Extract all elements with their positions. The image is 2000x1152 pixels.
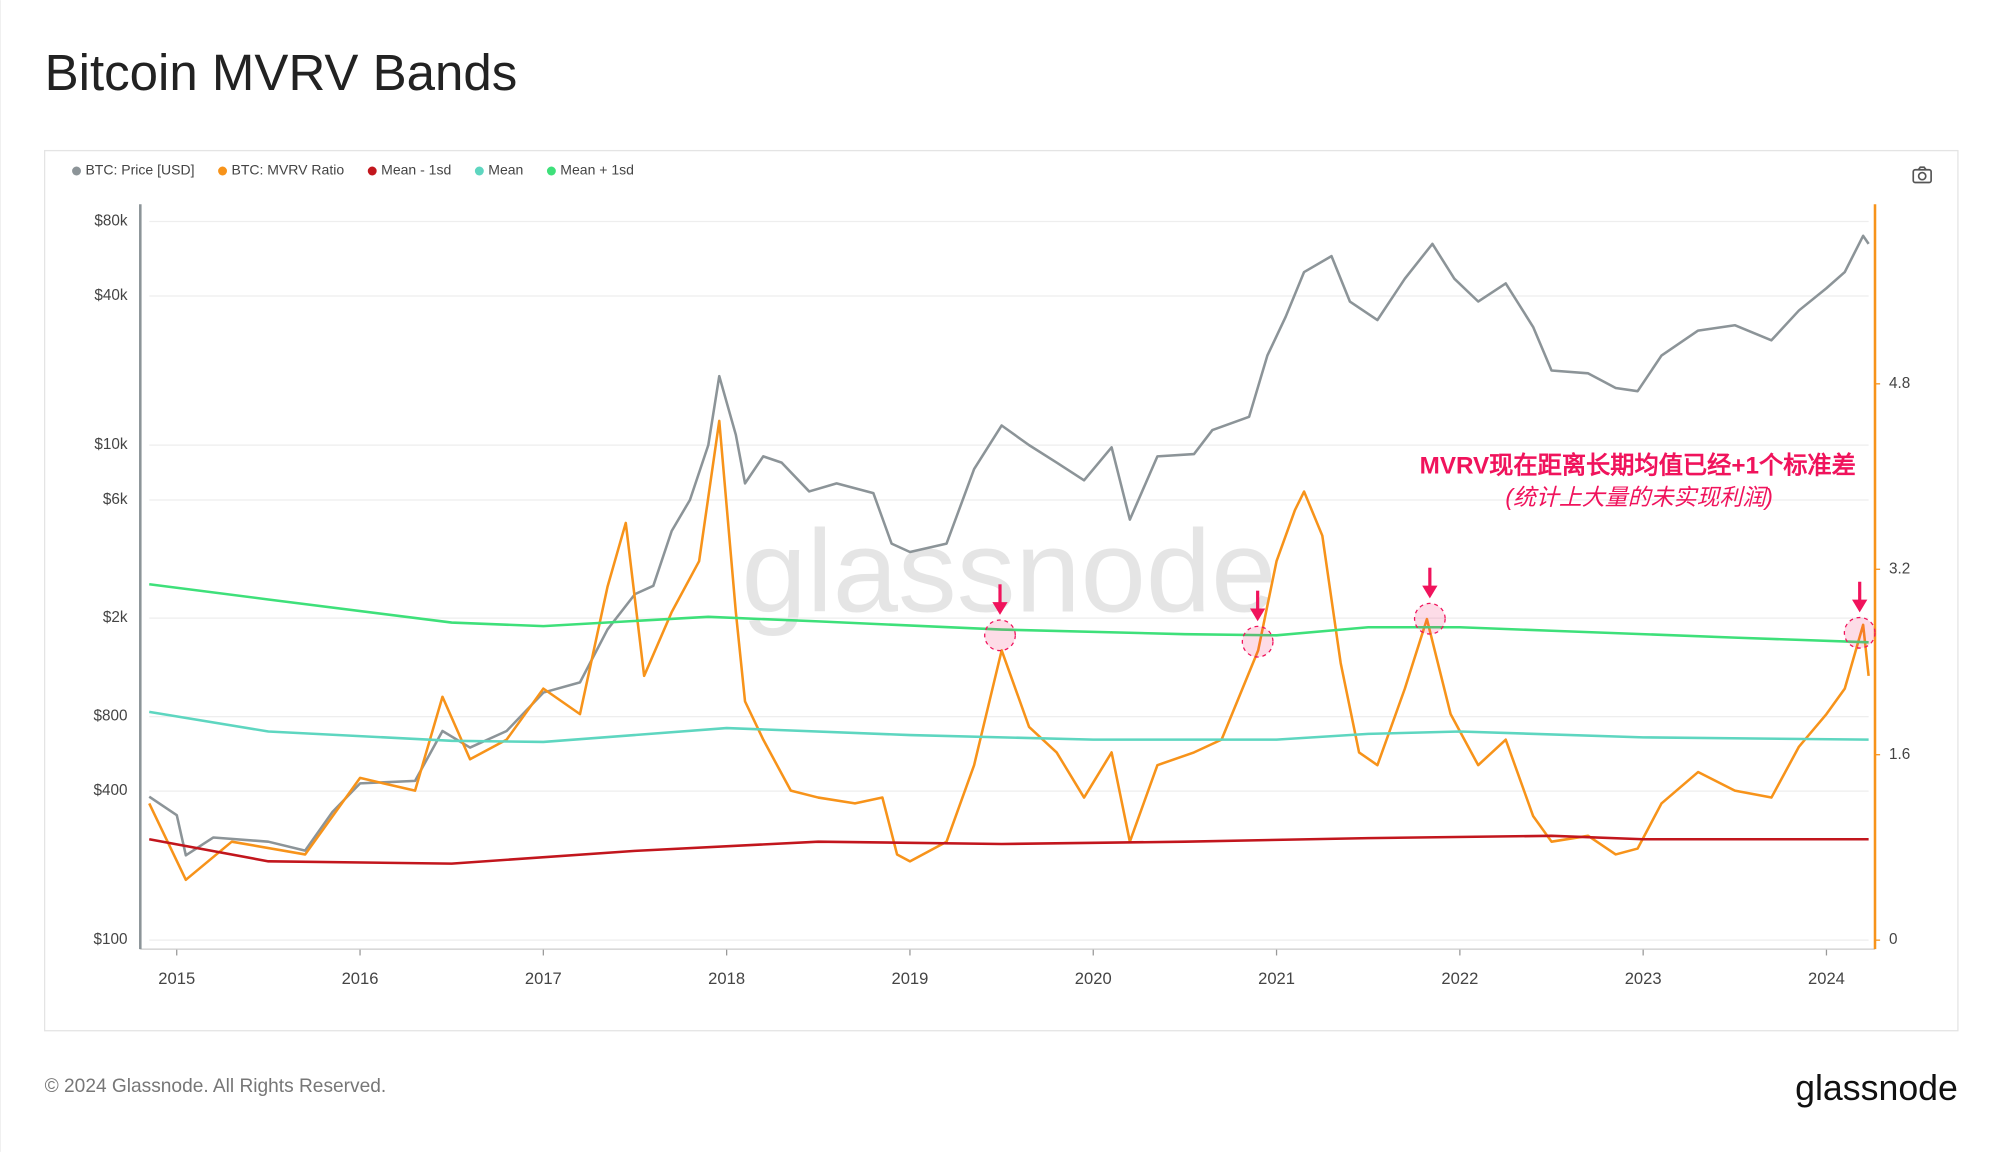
y2-tick-label: 1.6: [1889, 746, 1910, 763]
x-tick-label: 2023: [1625, 969, 1662, 988]
series-line: [149, 710, 1869, 744]
annotation-subtitle: (统计上大量的未实现利润): [1505, 484, 1773, 510]
series-line: [148, 234, 1870, 857]
y-tick-label: $100: [94, 931, 128, 948]
legend-swatch: [72, 166, 81, 176]
highlight-circle: [1241, 625, 1274, 658]
series-line: [149, 583, 1869, 644]
legend-label[interactable]: Mean - 1sd: [381, 162, 451, 178]
series-line: [148, 419, 1870, 882]
arrow-head: [992, 602, 1008, 615]
page-title: Bitcoin MVRV Bands: [45, 44, 518, 101]
highlight-circle: [1843, 616, 1876, 649]
arrow-head: [1422, 585, 1438, 599]
arrow-head: [1250, 608, 1266, 622]
y2-tick-label: 4.8: [1889, 375, 1910, 392]
x-tick-label: 2019: [891, 969, 928, 988]
x-tick-label: 2017: [525, 969, 562, 988]
series-line: [149, 834, 1869, 865]
x-tick-label: 2015: [158, 969, 195, 988]
highlight-markers: [984, 567, 1876, 658]
legend-label[interactable]: BTC: Price [USD]: [85, 162, 194, 178]
arrow-head: [1852, 599, 1868, 613]
x-tick-label: 2021: [1258, 969, 1295, 988]
x-tick-label: 2020: [1075, 969, 1112, 988]
y2-tick-label: 0: [1889, 931, 1898, 948]
highlight-circle: [984, 619, 1016, 652]
x-tick-label: 2022: [1441, 969, 1478, 988]
y2-tick-label: 3.2: [1889, 560, 1910, 577]
y-tick-label: $800: [94, 708, 128, 725]
legend-label[interactable]: Mean + 1sd: [560, 162, 634, 178]
x-tick-label: 2018: [708, 969, 745, 988]
legend-swatch: [474, 166, 484, 176]
logo: glassnode: [1795, 1068, 1958, 1108]
y-tick-label: $2k: [103, 609, 128, 626]
y-tick-label: $6k: [103, 491, 128, 508]
y-tick-label: $40k: [94, 287, 128, 304]
highlight-circle: [1413, 602, 1446, 635]
y-tick-label: $80k: [94, 213, 128, 230]
annotation-title: MVRV现在距离长期均值已经+1个标准差: [1420, 451, 1856, 479]
watermark: glassnode: [741, 505, 1276, 636]
x-tick-label: 2016: [342, 969, 379, 988]
legend-swatch: [218, 166, 228, 176]
plot: glassnode $100 $400 $800 $2k $6k $10k $40k $80k 0…: [94, 204, 1910, 988]
legend-swatch: [546, 166, 556, 176]
x-tick-label: 2024: [1808, 969, 1845, 988]
camera-icon[interactable]: [1912, 166, 1932, 184]
y-tick-label: $400: [94, 782, 128, 799]
legend-label[interactable]: BTC: MVRV Ratio: [231, 162, 344, 178]
legend-swatch: [367, 166, 377, 176]
copyright: © 2024 Glassnode. All Rights Reserved.: [45, 1076, 387, 1097]
legend-label[interactable]: Mean: [488, 162, 523, 178]
y-tick-label: $10k: [94, 436, 128, 453]
legend: BTC: Price [USD] BTC: MVRV Ratio Mean - 1s…: [72, 162, 634, 178]
